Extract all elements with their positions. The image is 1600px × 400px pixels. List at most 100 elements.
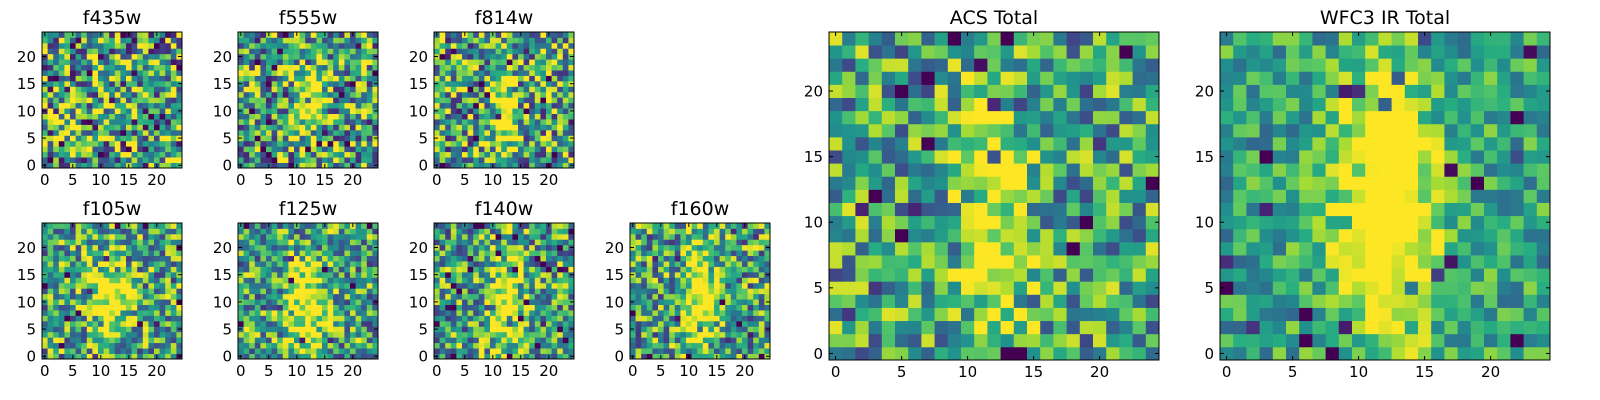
heatmap-cell xyxy=(546,250,552,257)
heatmap-cell xyxy=(434,315,440,322)
heatmap-cell xyxy=(450,75,457,82)
heatmap-cell xyxy=(154,37,160,44)
heatmap-cell xyxy=(148,233,155,240)
heatmap-cell xyxy=(75,140,82,147)
heatmap-cell xyxy=(501,80,508,87)
heatmap-cell xyxy=(495,326,502,333)
heatmap-cell xyxy=(747,277,754,284)
heatmap-cell xyxy=(103,342,110,349)
heatmap-cell xyxy=(719,331,726,338)
heatmap-cell xyxy=(137,91,144,98)
heatmap-cell xyxy=(159,337,166,344)
heatmap-cell xyxy=(305,108,312,114)
heatmap-cell xyxy=(697,223,704,229)
heatmap-cell xyxy=(344,75,351,82)
heatmap-cell xyxy=(260,271,267,278)
heatmap-cell xyxy=(663,288,670,295)
heatmap-cell xyxy=(154,310,160,316)
heatmap-cell xyxy=(947,241,962,256)
x-tick-label: 20 xyxy=(539,362,558,380)
heatmap-cell xyxy=(288,293,295,300)
heatmap-cell xyxy=(260,157,267,163)
heatmap-cell xyxy=(747,320,754,327)
heatmap-cell xyxy=(961,255,975,269)
heatmap-cell xyxy=(120,135,127,142)
heatmap-cell xyxy=(310,113,317,120)
heatmap-cell xyxy=(719,310,726,316)
heatmap-cell xyxy=(305,293,312,300)
heatmap-cell xyxy=(473,135,480,142)
heatmap-cell xyxy=(86,255,93,262)
heatmap-cell xyxy=(338,271,345,278)
heatmap-cell xyxy=(518,250,524,257)
heatmap-cell xyxy=(126,53,132,60)
heatmap-cell xyxy=(254,64,261,71)
x-tick-label: 15 xyxy=(707,362,726,380)
heatmap-cell xyxy=(691,342,698,349)
heatmap-cell xyxy=(322,59,328,66)
heatmap-cell xyxy=(103,315,110,322)
heatmap-cell xyxy=(372,86,379,93)
heatmap-cell xyxy=(439,80,446,87)
heatmap-cell xyxy=(546,348,552,354)
heatmap-cell xyxy=(439,64,446,71)
heatmap-cell xyxy=(961,228,975,243)
heatmap-cell xyxy=(266,129,272,136)
heatmap-cell xyxy=(70,255,76,262)
heatmap-cell xyxy=(114,326,121,333)
heatmap-cell xyxy=(294,277,300,284)
heatmap-cell xyxy=(445,299,452,305)
heatmap-cell xyxy=(646,266,653,273)
heatmap-cell xyxy=(355,140,362,147)
heatmap-cell xyxy=(366,337,373,344)
heatmap-cell xyxy=(170,320,177,327)
heatmap-cell xyxy=(120,129,127,136)
heatmap-cell xyxy=(98,255,104,262)
heatmap-cell xyxy=(725,250,732,257)
heatmap-cell xyxy=(439,146,446,153)
heatmap-cell xyxy=(109,80,116,87)
heatmap-cell xyxy=(646,293,653,300)
heatmap-cell xyxy=(103,151,110,158)
heatmap-cell xyxy=(288,53,295,60)
heatmap-cell xyxy=(372,293,379,300)
heatmap-cell xyxy=(445,32,452,38)
heatmap-cell xyxy=(243,320,250,327)
heatmap-cell xyxy=(103,277,110,284)
heatmap-cell xyxy=(557,228,564,235)
heatmap-cell xyxy=(540,151,547,158)
heatmap-cell xyxy=(154,102,160,109)
heatmap-cell xyxy=(282,331,289,338)
heatmap-cell xyxy=(490,102,496,109)
heatmap-cell xyxy=(350,64,356,71)
heatmap-cell xyxy=(109,108,116,114)
y-tick-label: 5 xyxy=(222,320,232,338)
heatmap-cell xyxy=(947,307,962,322)
heatmap-cell xyxy=(254,53,261,60)
heatmap-cell xyxy=(47,157,54,163)
heatmap-cell xyxy=(529,108,536,114)
heatmap-cell xyxy=(568,293,575,300)
heatmap-cell xyxy=(305,277,312,284)
heatmap-cell xyxy=(1013,241,1028,256)
heatmap-cell xyxy=(361,282,368,289)
heatmap-cell xyxy=(316,299,323,305)
heatmap-cell xyxy=(266,304,272,311)
heatmap-cell xyxy=(260,102,267,109)
heatmap-cell xyxy=(445,37,452,44)
heatmap-cell xyxy=(103,86,110,93)
heatmap-cell xyxy=(277,129,284,136)
heatmap-cell xyxy=(445,223,452,229)
heatmap-cell xyxy=(669,315,676,322)
heatmap-cell xyxy=(753,326,760,333)
heatmap-cell xyxy=(1040,268,1054,282)
heatmap-cell xyxy=(75,32,82,38)
x-tick-label: 10 xyxy=(483,362,502,380)
heatmap-cell xyxy=(630,228,636,235)
heatmap-cell xyxy=(467,124,474,131)
heatmap-cell xyxy=(299,75,306,82)
heatmap-cell xyxy=(921,281,935,295)
heatmap-cell xyxy=(299,299,306,305)
heatmap-cell xyxy=(142,129,149,136)
heatmap-cell xyxy=(288,113,295,120)
